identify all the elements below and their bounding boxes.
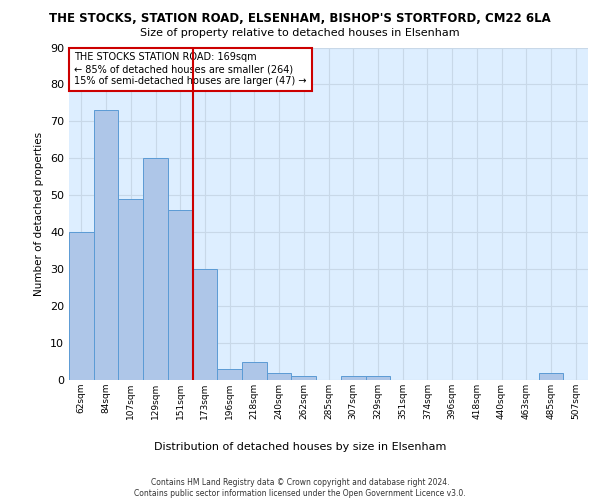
Bar [143,158,168,380]
Bar [217,369,242,380]
Y-axis label: Number of detached properties: Number of detached properties [34,132,44,296]
Bar [365,376,390,380]
Text: Distribution of detached houses by size in Elsenham: Distribution of detached houses by size … [154,442,446,452]
Bar [118,199,143,380]
Text: Contains HM Land Registry data © Crown copyright and database right 2024.
Contai: Contains HM Land Registry data © Crown c… [134,478,466,498]
Text: Size of property relative to detached houses in Elsenham: Size of property relative to detached ho… [140,28,460,38]
Bar [267,372,292,380]
Text: THE STOCKS STATION ROAD: 169sqm
← 85% of detached houses are smaller (264)
15% o: THE STOCKS STATION ROAD: 169sqm ← 85% of… [74,52,307,86]
Bar [539,372,563,380]
Bar [341,376,365,380]
Bar [94,110,118,380]
Bar [193,269,217,380]
Bar [168,210,193,380]
Bar [242,362,267,380]
Bar [69,232,94,380]
Text: THE STOCKS, STATION ROAD, ELSENHAM, BISHOP'S STORTFORD, CM22 6LA: THE STOCKS, STATION ROAD, ELSENHAM, BISH… [49,12,551,26]
Bar [292,376,316,380]
